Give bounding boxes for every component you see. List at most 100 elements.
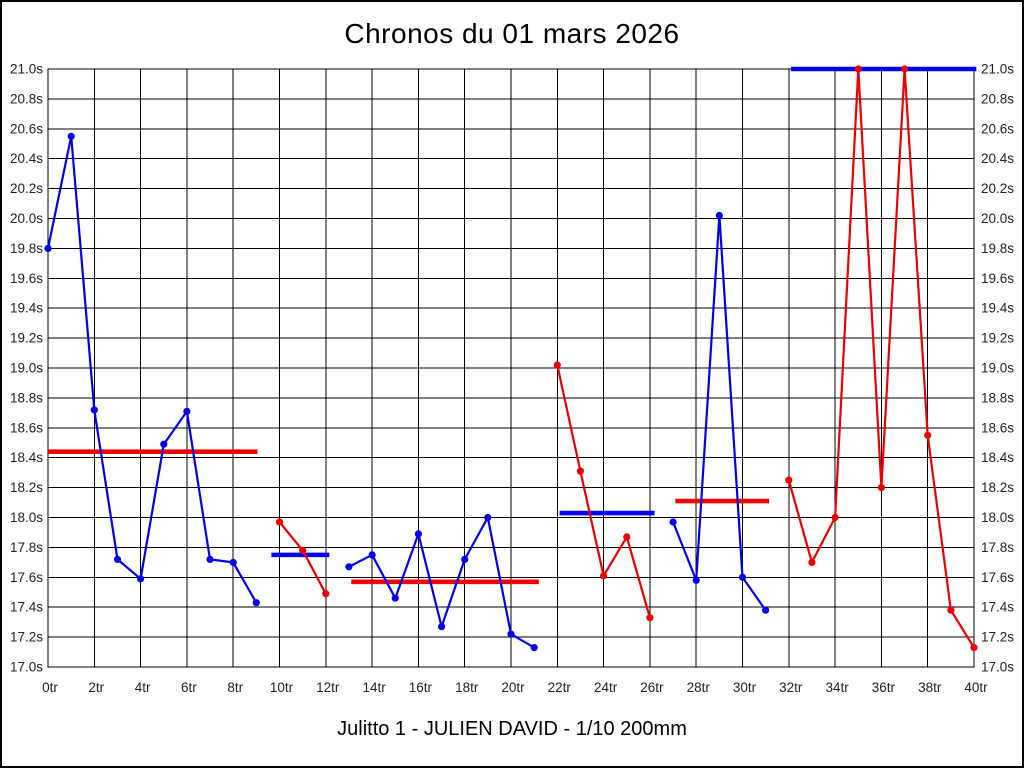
lap-point xyxy=(831,513,839,522)
lap-point xyxy=(160,440,168,448)
y-axis-tick-label-left: 20.6s xyxy=(10,121,43,136)
lap-point xyxy=(970,644,978,652)
y-axis-tick-label-left: 19.0s xyxy=(10,361,43,376)
x-axis-tick-label: 18tr xyxy=(455,680,479,695)
x-axis-tick-label: 24tr xyxy=(594,680,618,695)
y-axis-tick-label-right: 20.0s xyxy=(981,211,1014,226)
lap-point xyxy=(345,563,353,571)
lap-point xyxy=(924,431,932,439)
lap-point xyxy=(206,555,214,564)
y-axis-tick-label-left: 17.2s xyxy=(10,630,43,645)
lap-point xyxy=(646,614,654,622)
y-axis-tick-label-left: 18.8s xyxy=(10,390,43,405)
x-axis-tick-label: 32tr xyxy=(779,680,803,695)
y-axis-tick-label-right: 20.6s xyxy=(981,121,1014,136)
y-axis-tick-label-left: 19.6s xyxy=(10,271,43,286)
lap-point xyxy=(252,599,260,607)
lap-point xyxy=(623,533,631,541)
x-axis-tick-label: 14tr xyxy=(362,680,386,695)
y-axis-tick-label-left: 21.0s xyxy=(10,62,43,77)
y-axis-tick-label-left: 17.6s xyxy=(10,570,43,585)
lap-point xyxy=(113,555,122,564)
grid xyxy=(47,68,975,668)
lap-point xyxy=(808,558,816,567)
y-axis-tick-label-left: 18.4s xyxy=(10,450,43,465)
y-axis-tick-label-left: 20.4s xyxy=(10,151,43,166)
lap-point xyxy=(484,513,492,522)
x-axis-tick-label: 4tr xyxy=(135,680,151,695)
y-axis-tick-label-left: 20.8s xyxy=(10,91,43,106)
lap-point xyxy=(90,406,98,414)
x-axis-tick-label: 6tr xyxy=(181,680,197,695)
y-axis-tick-label-left: 18.2s xyxy=(10,480,43,495)
lap-point xyxy=(183,407,191,415)
y-axis-tick-label-right: 20.8s xyxy=(981,91,1014,106)
y-axis-tick-label-left: 17.8s xyxy=(10,540,43,555)
lap-point xyxy=(553,361,561,369)
y-axis-tick-label-right: 18.4s xyxy=(981,450,1014,465)
x-axis-tick-label: 16tr xyxy=(409,680,433,695)
lap-point xyxy=(438,623,446,631)
x-axis-tick-label: 40tr xyxy=(964,680,988,695)
y-axis-tick-label-right: 19.6s xyxy=(981,271,1014,286)
lap-point xyxy=(322,590,330,598)
lap-point xyxy=(669,518,677,526)
y-axis-tick-label-right: 21.0s xyxy=(981,62,1014,77)
lap-point xyxy=(507,630,515,638)
y-axis-tick-label-right: 18.0s xyxy=(981,510,1014,525)
y-axis-tick-label-left: 19.8s xyxy=(10,241,43,256)
lap-point xyxy=(600,572,608,580)
x-axis-tick-label: 36tr xyxy=(872,680,896,695)
lap-point xyxy=(576,467,585,475)
y-axis-tick-label-left: 20.2s xyxy=(10,181,43,196)
y-axis-tick-label-left: 18.0s xyxy=(10,510,43,525)
lap-point xyxy=(461,555,469,564)
plot-border xyxy=(47,68,975,668)
chart-title: Chronos du 01 mars 2026 xyxy=(344,18,680,49)
x-axis-tick-label: 10tr xyxy=(270,680,294,695)
x-axis-tick-label: 30tr xyxy=(733,680,757,695)
y-axis-tick-label-right: 18.6s xyxy=(981,420,1014,435)
y-axis-tick-label-right: 19.4s xyxy=(981,301,1014,316)
x-axis-tick-label: 12tr xyxy=(316,680,340,695)
y-axis-tick-label-right: 19.8s xyxy=(981,241,1014,256)
y-axis-tick-label-left: 19.4s xyxy=(10,301,43,316)
lap-point xyxy=(785,476,793,484)
lap-point xyxy=(44,244,52,252)
lap-point xyxy=(692,576,700,584)
y-axis-tick-label-right: 19.0s xyxy=(981,361,1014,376)
y-axis-tick-label-right: 17.0s xyxy=(981,660,1014,675)
lap-point xyxy=(715,211,724,220)
lap-point xyxy=(762,606,770,614)
y-axis-tick-label-right: 17.6s xyxy=(981,570,1014,585)
y-axis-tick-label-left: 17.0s xyxy=(10,660,43,675)
y-axis-tick-label-left: 17.4s xyxy=(10,600,43,615)
x-axis-tick-label: 2tr xyxy=(88,680,104,695)
y-axis-tick-label-right: 20.2s xyxy=(981,181,1014,196)
x-axis-tick-label: 26tr xyxy=(640,680,664,695)
lap-point xyxy=(391,594,399,602)
lap-point xyxy=(137,575,145,583)
lap-series-laps-stint-2 xyxy=(278,521,327,595)
y-axis-tick-label-right: 17.2s xyxy=(981,630,1014,645)
x-axis-tick-label: 28tr xyxy=(687,680,711,695)
y-axis-tick-label-right: 17.4s xyxy=(981,600,1014,615)
y-axis-tick-label-right: 18.2s xyxy=(981,480,1014,495)
y-axis-tick-label-left: 19.2s xyxy=(10,331,43,346)
y-axis-tick-label-right: 19.2s xyxy=(981,331,1014,346)
lap-point xyxy=(530,644,538,652)
x-axis-tick-label: 34tr xyxy=(825,680,849,695)
y-axis-tick-label-right: 18.8s xyxy=(981,390,1014,405)
lap-point xyxy=(368,551,376,559)
chart-caption: Julitto 1 - JULIEN DAVID - 1/10 200mm xyxy=(337,718,687,740)
lap-point xyxy=(299,546,307,555)
lap-point xyxy=(67,132,75,140)
lap-point xyxy=(738,573,747,581)
y-axis-tick-label-left: 20.0s xyxy=(10,211,43,226)
lap-point xyxy=(414,530,422,538)
lap-series-laps-stint-1 xyxy=(46,135,258,604)
y-axis-tick-label-right: 17.8s xyxy=(981,540,1014,555)
lap-series-laps-stint-5 xyxy=(672,214,767,611)
